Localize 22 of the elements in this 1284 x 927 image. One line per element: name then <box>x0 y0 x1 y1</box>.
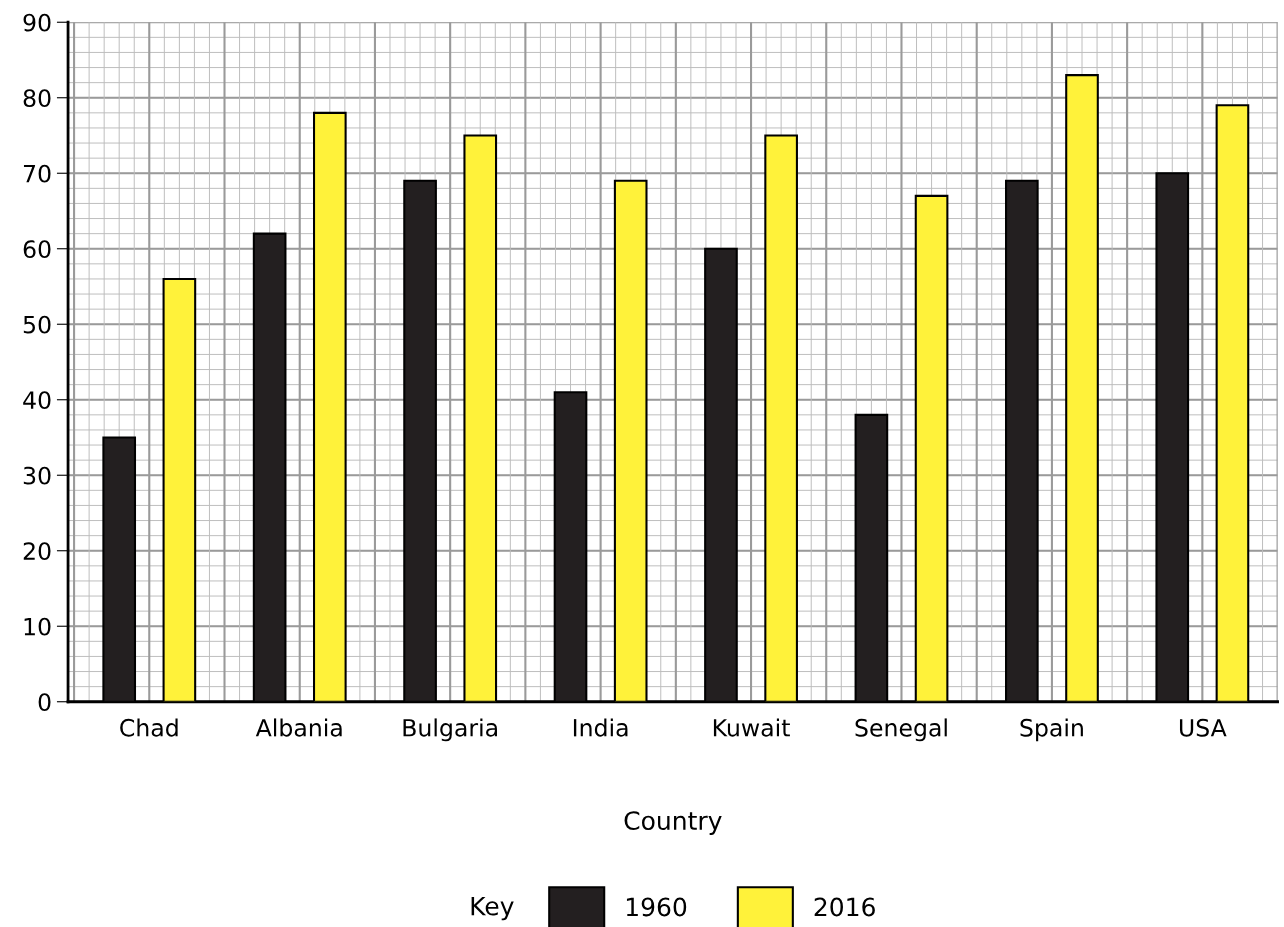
y-tick-label: 60 <box>23 240 51 259</box>
y-tick-label: 70 <box>23 164 51 183</box>
x-axis-title: Country <box>624 811 722 835</box>
legend-title: Key <box>471 896 514 921</box>
y-tick-label: 40 <box>23 391 51 410</box>
x-tick-label: USA <box>1179 718 1227 737</box>
x-tick-label: Senegal <box>855 718 947 742</box>
y-tick-label: 10 <box>24 617 51 636</box>
x-tick-label: Chad <box>120 718 178 737</box>
legend-label: 1960 <box>626 897 687 917</box>
y-tick-label: 50 <box>23 315 51 334</box>
y-tick-label: 90 <box>23 13 51 32</box>
x-tick-label: Spain <box>1020 718 1083 742</box>
legend-label: 2016 <box>814 897 875 917</box>
y-tick-label: 0 <box>38 693 51 712</box>
x-tick-label: India <box>573 718 628 737</box>
x-tick-label: Albania <box>255 718 342 737</box>
y-tick-label: 30 <box>23 466 51 485</box>
x-tick-label: Kuwait <box>713 718 790 737</box>
x-tick-label: Bulgaria <box>403 718 497 742</box>
y-tick-label: 20 <box>23 542 51 561</box>
y-tick-label: 80 <box>23 89 51 108</box>
